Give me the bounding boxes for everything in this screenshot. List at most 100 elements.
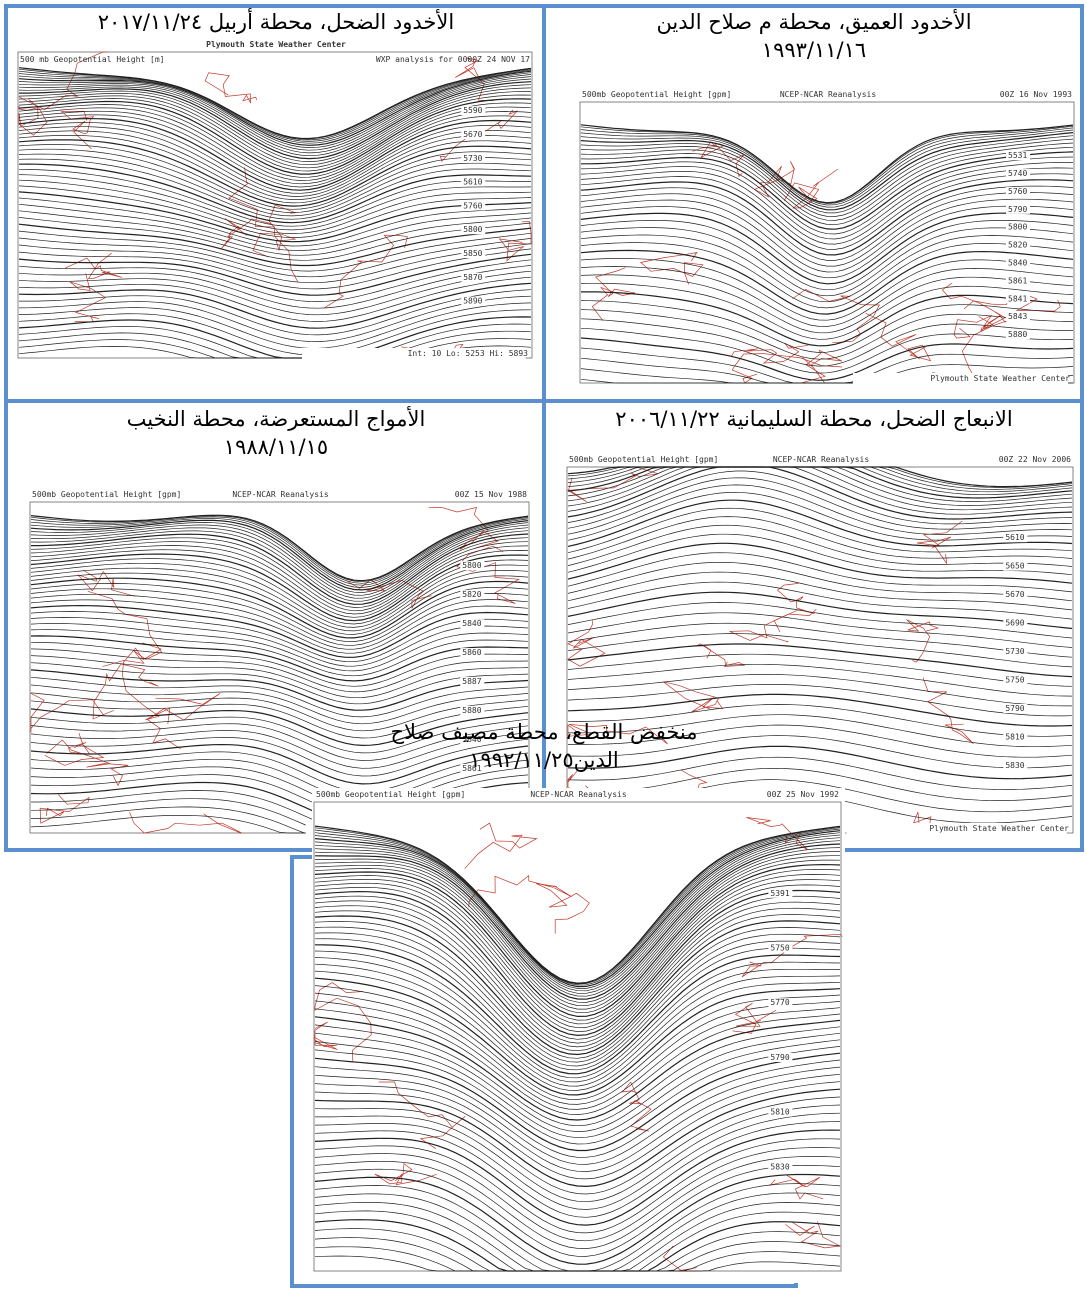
contour (581, 283, 1073, 339)
map-border (580, 102, 1074, 383)
contour (581, 213, 1073, 284)
contour (315, 964, 840, 1086)
border-line (465, 823, 537, 869)
contour (581, 133, 1073, 210)
map-date: 00Z 22 Nov 2006 (999, 455, 1071, 464)
map-title: NCEP-NCAR Reanalysis (530, 790, 627, 799)
contour (31, 563, 528, 627)
contour-label: 5760 (1008, 187, 1027, 196)
contour (568, 492, 1072, 540)
contour-label: 5841 (1008, 294, 1027, 303)
contour (315, 1009, 840, 1115)
contour (568, 525, 1072, 566)
contour-label: 5840 (1008, 258, 1027, 267)
contour-label: 5670 (1005, 590, 1024, 599)
contour-label: 5730 (463, 154, 482, 163)
map: 500mb Geopotential Height [gpm]NCEP-NCAR… (578, 88, 1078, 395)
contour-label: 5810 (1005, 732, 1024, 741)
border-line (923, 678, 974, 744)
contour (568, 508, 1072, 553)
border-line (62, 111, 94, 149)
contour (31, 568, 528, 631)
map-date: WXP analysis for 0000Z 24 NOV 17 (376, 55, 530, 64)
contour-label: 5690 (1005, 619, 1024, 628)
contour-label: 5887 (462, 677, 481, 686)
contour (315, 1247, 840, 1271)
contour (19, 217, 531, 260)
contour (31, 670, 528, 710)
contour (315, 860, 840, 1013)
contour (568, 553, 1072, 592)
contour-label: 5531 (1008, 151, 1027, 160)
contour-label: 5890 (463, 297, 482, 306)
map-header: 500mb Geopotential Height [gpm] (316, 790, 465, 799)
caption-line: منخفض القطع، محطة مصيف صلاح (298, 718, 790, 746)
caption-line: ١٩٨٨/١١/١٥ (12, 433, 540, 461)
contour (568, 467, 1072, 514)
contour-label: 5750 (770, 944, 789, 953)
contour (315, 1033, 840, 1131)
contour-label: 5830 (770, 1162, 789, 1171)
contour (568, 485, 1072, 535)
contour-label: 5590 (463, 106, 482, 115)
contour (568, 534, 1072, 575)
contour-label: 5800 (462, 561, 481, 570)
contour (315, 852, 840, 1006)
contour (315, 1256, 840, 1271)
contour (581, 206, 1073, 278)
contour (315, 1156, 840, 1248)
contour (568, 467, 1072, 519)
caption: منخفض القطع، محطة مصيف صلاحالدين١٩٩٢/١١/… (298, 718, 790, 774)
contour (315, 1001, 840, 1110)
contour (19, 69, 531, 141)
contour-label: 5880 (1008, 330, 1027, 339)
page: الأخدود الضحل، محطة أربيل ٢٠١٧/١١/٢٤500 … (0, 0, 1087, 1290)
map-header: 500 mb Geopotential Height [m] (20, 55, 165, 64)
caption-line: الانبعاج الضحل، محطة السليمانية ٢٠٠٦/١١/… (548, 405, 1080, 433)
contour-label: 5740 (1008, 169, 1027, 178)
contour (19, 140, 531, 206)
contour-label: 5760 (463, 201, 482, 210)
contour (31, 656, 528, 698)
caption: الأمواج المستعرضة، محطة النخيب١٩٨٨/١١/١٥ (12, 405, 540, 461)
contour (315, 885, 840, 1032)
contour (581, 258, 1073, 320)
contour-label: 5790 (1005, 704, 1024, 713)
contour (568, 684, 1072, 716)
border-line (622, 1082, 651, 1131)
contour (315, 896, 840, 1039)
contour (581, 228, 1073, 296)
border-line (917, 521, 962, 564)
border-line (205, 73, 256, 103)
contour (31, 554, 528, 621)
map: 500mb Geopotential Height [gpm]NCEP-NCAR… (565, 453, 1077, 845)
border-line (325, 235, 408, 308)
contour (315, 986, 840, 1100)
contour-label: 5650 (1005, 562, 1024, 571)
contour-label: 5840 (462, 619, 481, 628)
contour-label: 5820 (462, 590, 481, 599)
map-date: 00Z 25 Nov 1992 (767, 790, 839, 799)
contour (581, 174, 1073, 250)
contour (568, 562, 1072, 601)
contour-label: 5860 (462, 648, 481, 657)
contour (315, 1184, 840, 1271)
contour-label: 5770 (770, 998, 789, 1007)
contour-label: 5820 (1008, 241, 1027, 250)
map-date: 00Z 16 Nov 1993 (1000, 90, 1072, 99)
map: 500mb Geopotential Height [gpm] NCEP-NCAR… (312, 788, 845, 1283)
contour (31, 573, 528, 634)
contour (19, 238, 531, 277)
border-line (315, 983, 371, 1062)
contour (31, 600, 528, 653)
contour-label: 5830 (1005, 761, 1024, 770)
contour (315, 1238, 840, 1271)
map: 500 mb Geopotential Height [m]Plymouth S… (16, 38, 536, 370)
caption: الأخدود الضحل، محطة أربيل ٢٠١٧/١١/٢٤ (12, 8, 540, 36)
contour (31, 649, 528, 692)
contour-label: 5870 (463, 273, 482, 282)
contour (315, 1060, 840, 1157)
contour (31, 589, 528, 646)
contour-label: 5610 (1005, 533, 1024, 542)
contour (568, 674, 1072, 706)
